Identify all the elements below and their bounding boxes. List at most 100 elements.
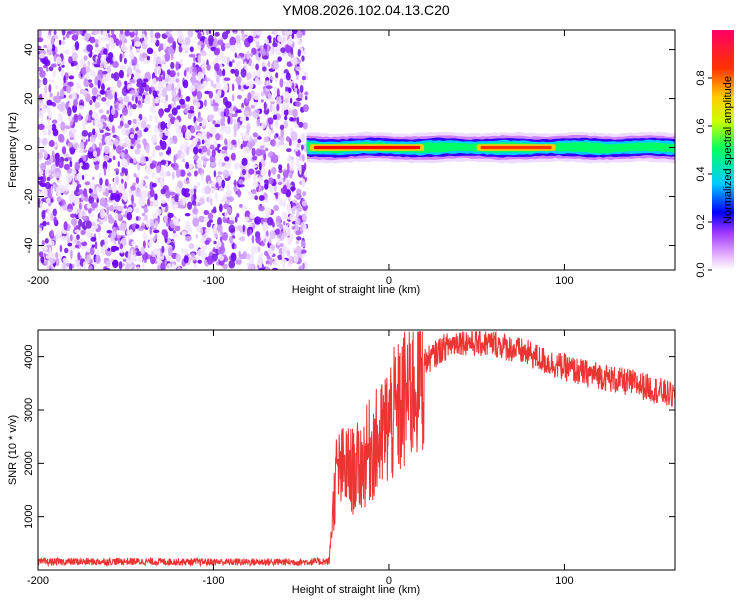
noise-speckle	[135, 176, 139, 184]
noise-speckle	[142, 240, 146, 249]
noise-speckle	[224, 163, 232, 169]
noise-speckle	[80, 229, 86, 236]
noise-speckle	[140, 246, 146, 255]
noise-speckle	[233, 123, 239, 132]
noise-speckle	[145, 144, 150, 154]
noise-speckle	[45, 181, 51, 190]
noise-speckle	[163, 215, 169, 223]
noise-speckle	[297, 138, 302, 144]
noise-speckle	[89, 71, 97, 78]
noise-speckle	[219, 52, 224, 59]
noise-speckle	[220, 150, 228, 154]
noise-speckle	[208, 114, 215, 119]
noise-speckle	[270, 155, 274, 163]
noise-speckle	[300, 132, 306, 143]
noise-speckle	[98, 133, 103, 141]
noise-speckle	[261, 185, 264, 191]
noise-speckle	[201, 139, 205, 145]
noise-speckle	[146, 47, 154, 55]
noise-speckle	[60, 101, 66, 111]
noise-speckle	[128, 49, 134, 54]
noise-speckle	[256, 118, 261, 127]
noise-speckle	[196, 105, 199, 113]
noise-speckle	[196, 84, 201, 93]
noise-speckle	[50, 229, 54, 238]
noise-speckle	[292, 108, 298, 118]
noise-speckle	[277, 35, 283, 42]
noise-speckle	[181, 187, 187, 196]
noise-speckle	[158, 75, 163, 83]
noise-speckle	[93, 63, 101, 68]
noise-speckle	[261, 121, 267, 129]
noise-speckle	[273, 59, 278, 69]
noise-speckle	[230, 68, 236, 74]
noise-speckle	[184, 224, 192, 230]
noise-speckle	[67, 208, 73, 212]
noise-speckle	[39, 70, 46, 78]
noise-speckle	[136, 48, 140, 54]
noise-speckle	[300, 240, 306, 248]
noise-speckle	[295, 149, 301, 157]
noise-speckle	[275, 215, 282, 224]
noise-speckle	[63, 75, 66, 84]
noise-speckle	[96, 186, 100, 192]
noise-speckle	[93, 30, 101, 35]
noise-speckle	[134, 148, 141, 155]
noise-speckle	[67, 156, 72, 161]
noise-speckle	[105, 247, 112, 257]
noise-speckle	[121, 44, 128, 53]
noise-speckle	[63, 221, 68, 231]
noise-speckle	[298, 265, 304, 270]
noise-speckle	[193, 146, 199, 155]
noise-speckle	[155, 208, 162, 216]
noise-speckle	[52, 128, 59, 137]
noise-speckle	[237, 94, 242, 100]
noise-speckle	[188, 67, 193, 74]
noise-speckle	[204, 244, 208, 250]
noise-speckle	[58, 184, 66, 194]
noise-speckle	[239, 132, 244, 136]
noise-speckle	[274, 134, 277, 140]
noise-speckle	[199, 122, 202, 127]
noise-speckle	[290, 47, 294, 55]
noise-speckle	[77, 252, 81, 261]
noise-speckle	[296, 143, 301, 148]
signal-band	[306, 131, 675, 164]
noise-speckle	[112, 60, 119, 69]
noise-speckle	[85, 73, 90, 80]
noise-speckle	[115, 144, 122, 154]
noise-speckle	[301, 75, 306, 81]
noise-speckle	[167, 104, 172, 110]
noise-speckle	[255, 63, 259, 71]
noise-speckle	[195, 30, 200, 33]
noise-speckle	[78, 148, 84, 153]
noise-speckle	[48, 128, 51, 136]
noise-speckle	[231, 83, 235, 92]
noise-speckle	[176, 84, 179, 92]
noise-speckle	[43, 261, 48, 265]
noise-speckle	[58, 39, 62, 46]
noise-speckle	[137, 227, 144, 231]
noise-speckle	[60, 235, 67, 241]
noise-speckle	[214, 94, 218, 99]
noise-speckle	[202, 67, 206, 75]
noise-speckle	[60, 69, 65, 78]
noise-speckle	[188, 243, 195, 250]
noise-speckle	[281, 103, 288, 111]
noise-speckle	[141, 190, 148, 199]
snr-y-label: SNR (10 * v/v)	[7, 415, 19, 485]
noise-speckle	[128, 61, 133, 68]
noise-speckle	[152, 78, 157, 86]
noise-speckle	[275, 228, 280, 235]
noise-speckle	[265, 80, 271, 85]
y-tick-label: 3000	[23, 398, 35, 422]
noise-speckle	[295, 202, 300, 209]
snr-x-ticks: -200 -100 0 100	[27, 330, 574, 587]
noise-speckle	[70, 213, 76, 218]
noise-speckle	[98, 108, 104, 114]
noise-speckle	[234, 52, 237, 58]
spectrogram-x-ticks: -200 -100 0 100	[27, 30, 574, 287]
noise-speckle	[67, 106, 72, 117]
noise-speckle	[193, 185, 198, 190]
noise-speckle	[204, 99, 207, 107]
